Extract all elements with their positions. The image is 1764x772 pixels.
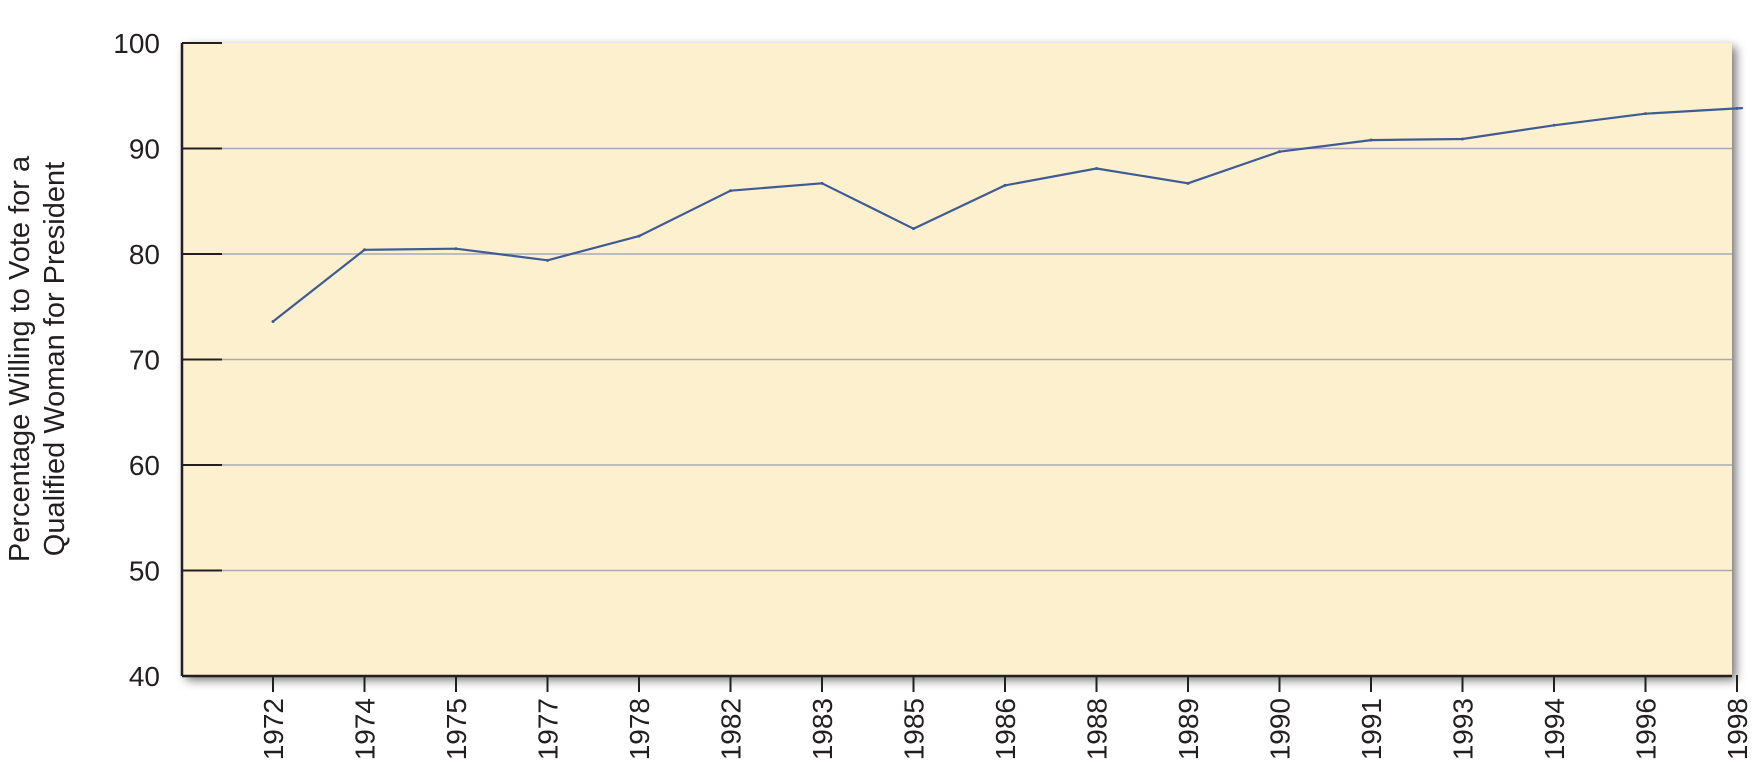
data-point-1985 — [912, 227, 915, 231]
x-tick-label-1982: 1982 — [716, 698, 747, 760]
data-point-1982 — [729, 189, 732, 193]
gridlines — [182, 147, 1732, 572]
x-tick-label-1974: 1974 — [350, 698, 381, 760]
data-point-1975 — [454, 247, 458, 251]
x-tick-label-1975: 1975 — [441, 698, 472, 760]
y-axis-label-line-1: Percentage Willing to Vote for a — [4, 155, 36, 562]
series — [271, 106, 1744, 324]
axes — [180, 42, 1738, 692]
x-tick-label-1996: 1996 — [1631, 698, 1662, 760]
y-tick-label-40: 40 — [129, 661, 160, 692]
x-tick-label-1990: 1990 — [1265, 698, 1296, 760]
y-tick-label-100: 100 — [113, 28, 160, 59]
data-point-1978 — [637, 234, 641, 238]
data-point-1988 — [1095, 167, 1098, 171]
y-tick-label-70: 70 — [129, 345, 160, 376]
x-tick-label-1988: 1988 — [1082, 698, 1113, 760]
data-point-1993 — [1461, 137, 1464, 141]
x-tick-label-1994: 1994 — [1539, 698, 1570, 760]
y-tick-label-90: 90 — [129, 134, 160, 165]
x-tick-label-1983: 1983 — [807, 698, 838, 760]
y-axis-label-line-2: Qualified Woman for President — [39, 162, 71, 556]
data-point-1994 — [1552, 123, 1556, 127]
x-tick-label-1978: 1978 — [624, 698, 655, 760]
x-tick-label-1972: 1972 — [258, 698, 289, 760]
data-point-1972 — [271, 320, 275, 324]
x-tick-label-1998: 1998 — [1722, 698, 1753, 760]
data-point-1977 — [546, 258, 549, 262]
series-line-0 — [271, 107, 1744, 323]
data-point-1991 — [1369, 138, 1373, 142]
data-point-1990 — [1278, 150, 1281, 154]
x-tick-label-1991: 1991 — [1356, 698, 1387, 760]
x-tick-label-1985: 1985 — [899, 698, 930, 760]
x-tick-label-1989: 1989 — [1173, 698, 1204, 760]
x-tick-label-1977: 1977 — [533, 698, 564, 760]
y-tick-label-50: 50 — [129, 556, 160, 587]
data-point-1974 — [363, 248, 366, 252]
data-point-1983 — [820, 181, 824, 185]
data-point-1989 — [1186, 181, 1190, 185]
x-tick-label-1993: 1993 — [1448, 698, 1479, 760]
data-point-1986 — [1003, 183, 1007, 187]
y-tick-label-60: 60 — [129, 450, 160, 481]
labels: 40 50 60 70 80 90 100 1972 1974 1975 1977 1978 1982 1… — [113, 28, 1753, 760]
data-point-1996 — [1644, 112, 1647, 116]
x-tick-label-1986: 1986 — [990, 698, 1021, 760]
y-tick-label-80: 80 — [129, 239, 160, 270]
data-point-1998 — [1735, 106, 1739, 110]
